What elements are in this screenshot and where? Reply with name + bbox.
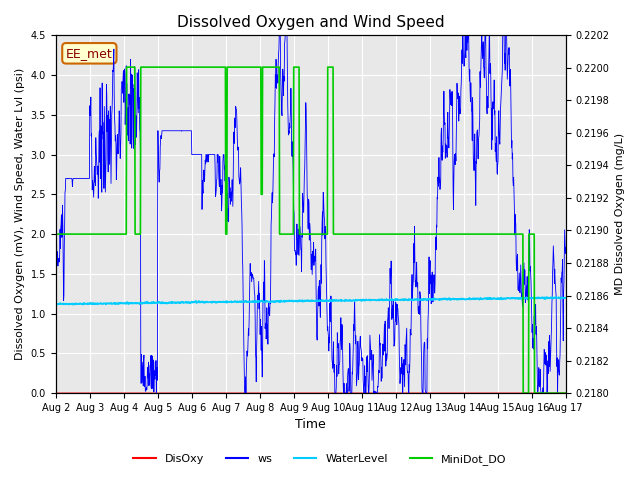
Legend: DisOxy, ws, WaterLevel, MiniDot_DO: DisOxy, ws, WaterLevel, MiniDot_DO: [129, 450, 511, 469]
X-axis label: Time: Time: [296, 419, 326, 432]
Title: Dissolved Oxygen and Wind Speed: Dissolved Oxygen and Wind Speed: [177, 15, 445, 30]
Y-axis label: MD Dissolved Oxygen (mg/L): MD Dissolved Oxygen (mg/L): [615, 133, 625, 295]
Text: EE_met: EE_met: [66, 47, 113, 60]
Y-axis label: Dissolved Oxygen (mV), Wind Speed, Water Lvl (psi): Dissolved Oxygen (mV), Wind Speed, Water…: [15, 68, 25, 360]
